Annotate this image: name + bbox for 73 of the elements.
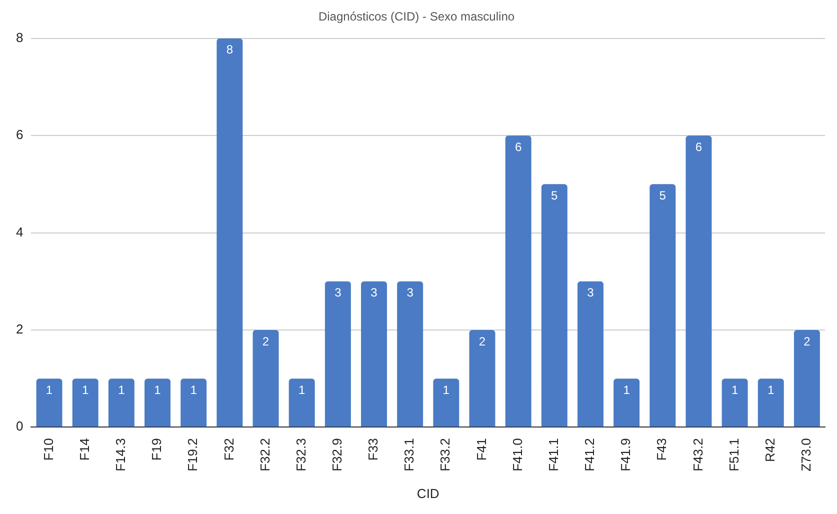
x-tick-label: F43 — [654, 438, 670, 461]
data-label: 1 — [298, 382, 306, 397]
y-tick-label: 4 — [16, 224, 24, 240]
x-tick-label: F32.9 — [329, 438, 344, 472]
data-label: 3 — [370, 286, 378, 300]
bar — [577, 281, 604, 427]
chart-title: Diagnósticos (CID) - Sexo masculino — [318, 10, 515, 24]
data-label: 1 — [731, 382, 738, 397]
data-label: 8 — [226, 42, 234, 57]
bar — [397, 281, 424, 427]
bar — [36, 378, 62, 427]
bar — [361, 281, 387, 427]
data-label: 5 — [659, 188, 666, 202]
bar — [614, 378, 640, 427]
bar — [180, 378, 207, 427]
y-tick-label: 0 — [16, 418, 24, 434]
x-tick-label: F14 — [76, 438, 92, 461]
x-tick-label: Z73.0 — [798, 438, 814, 472]
bar — [794, 330, 820, 427]
data-label: 6 — [695, 140, 702, 154]
x-tick-label: F41 — [474, 438, 489, 461]
x-tick-label: F19.2 — [185, 438, 200, 472]
bar — [72, 378, 98, 427]
bar — [216, 38, 243, 427]
x-tick-label: F41.9 — [618, 438, 634, 472]
data-label: 1 — [118, 382, 126, 397]
x-tick-label: F32 — [221, 438, 236, 461]
data-label: 2 — [262, 334, 270, 348]
bar — [144, 378, 170, 427]
data-label: 3 — [406, 286, 414, 300]
y-tick-label: 8 — [16, 30, 24, 45]
bar — [288, 378, 315, 427]
data-label: 1 — [768, 382, 775, 397]
bar — [686, 136, 712, 427]
x-tick-label: F14.3 — [113, 438, 128, 472]
bar — [433, 378, 460, 427]
x-tick-label: F51.1 — [726, 438, 742, 472]
x-tick-label: F41.1 — [546, 438, 561, 472]
x-tick-label: F33.1 — [402, 438, 417, 472]
y-tick-label: 6 — [16, 127, 24, 142]
data-label: 5 — [551, 188, 558, 202]
x-tick-label: F32.3 — [293, 438, 308, 472]
data-label: 1 — [82, 382, 90, 397]
x-tick-label: F41.0 — [510, 438, 525, 472]
bar — [758, 378, 784, 427]
x-tick-label: F43.2 — [690, 438, 706, 472]
x-axis-title: CID — [416, 486, 440, 501]
data-label: 1 — [190, 382, 198, 397]
bar — [650, 184, 676, 427]
y-tick-label: 2 — [16, 322, 24, 337]
data-label: 1 — [623, 382, 630, 397]
x-tick-label: F19 — [149, 438, 164, 461]
data-label: 1 — [46, 382, 53, 397]
data-label: 2 — [804, 334, 811, 348]
bar — [108, 378, 134, 427]
data-label: 3 — [587, 286, 594, 300]
bar — [505, 136, 532, 427]
bar — [252, 330, 279, 427]
x-tick-label: F32.2 — [257, 438, 272, 472]
bar — [469, 330, 496, 427]
data-label: 2 — [478, 334, 486, 348]
x-tick-label: F33.2 — [438, 438, 453, 472]
bar — [722, 378, 748, 427]
x-tick-label: F33 — [366, 438, 381, 461]
x-tick-label: R42 — [762, 438, 778, 462]
data-label: 6 — [514, 140, 522, 154]
data-label: 1 — [154, 382, 162, 397]
x-tick-label: F10 — [40, 438, 56, 461]
x-tick-label: F41.2 — [582, 438, 598, 472]
data-label: 1 — [442, 382, 450, 397]
bar — [541, 184, 568, 427]
data-label: 3 — [334, 286, 342, 300]
bar — [324, 281, 351, 427]
